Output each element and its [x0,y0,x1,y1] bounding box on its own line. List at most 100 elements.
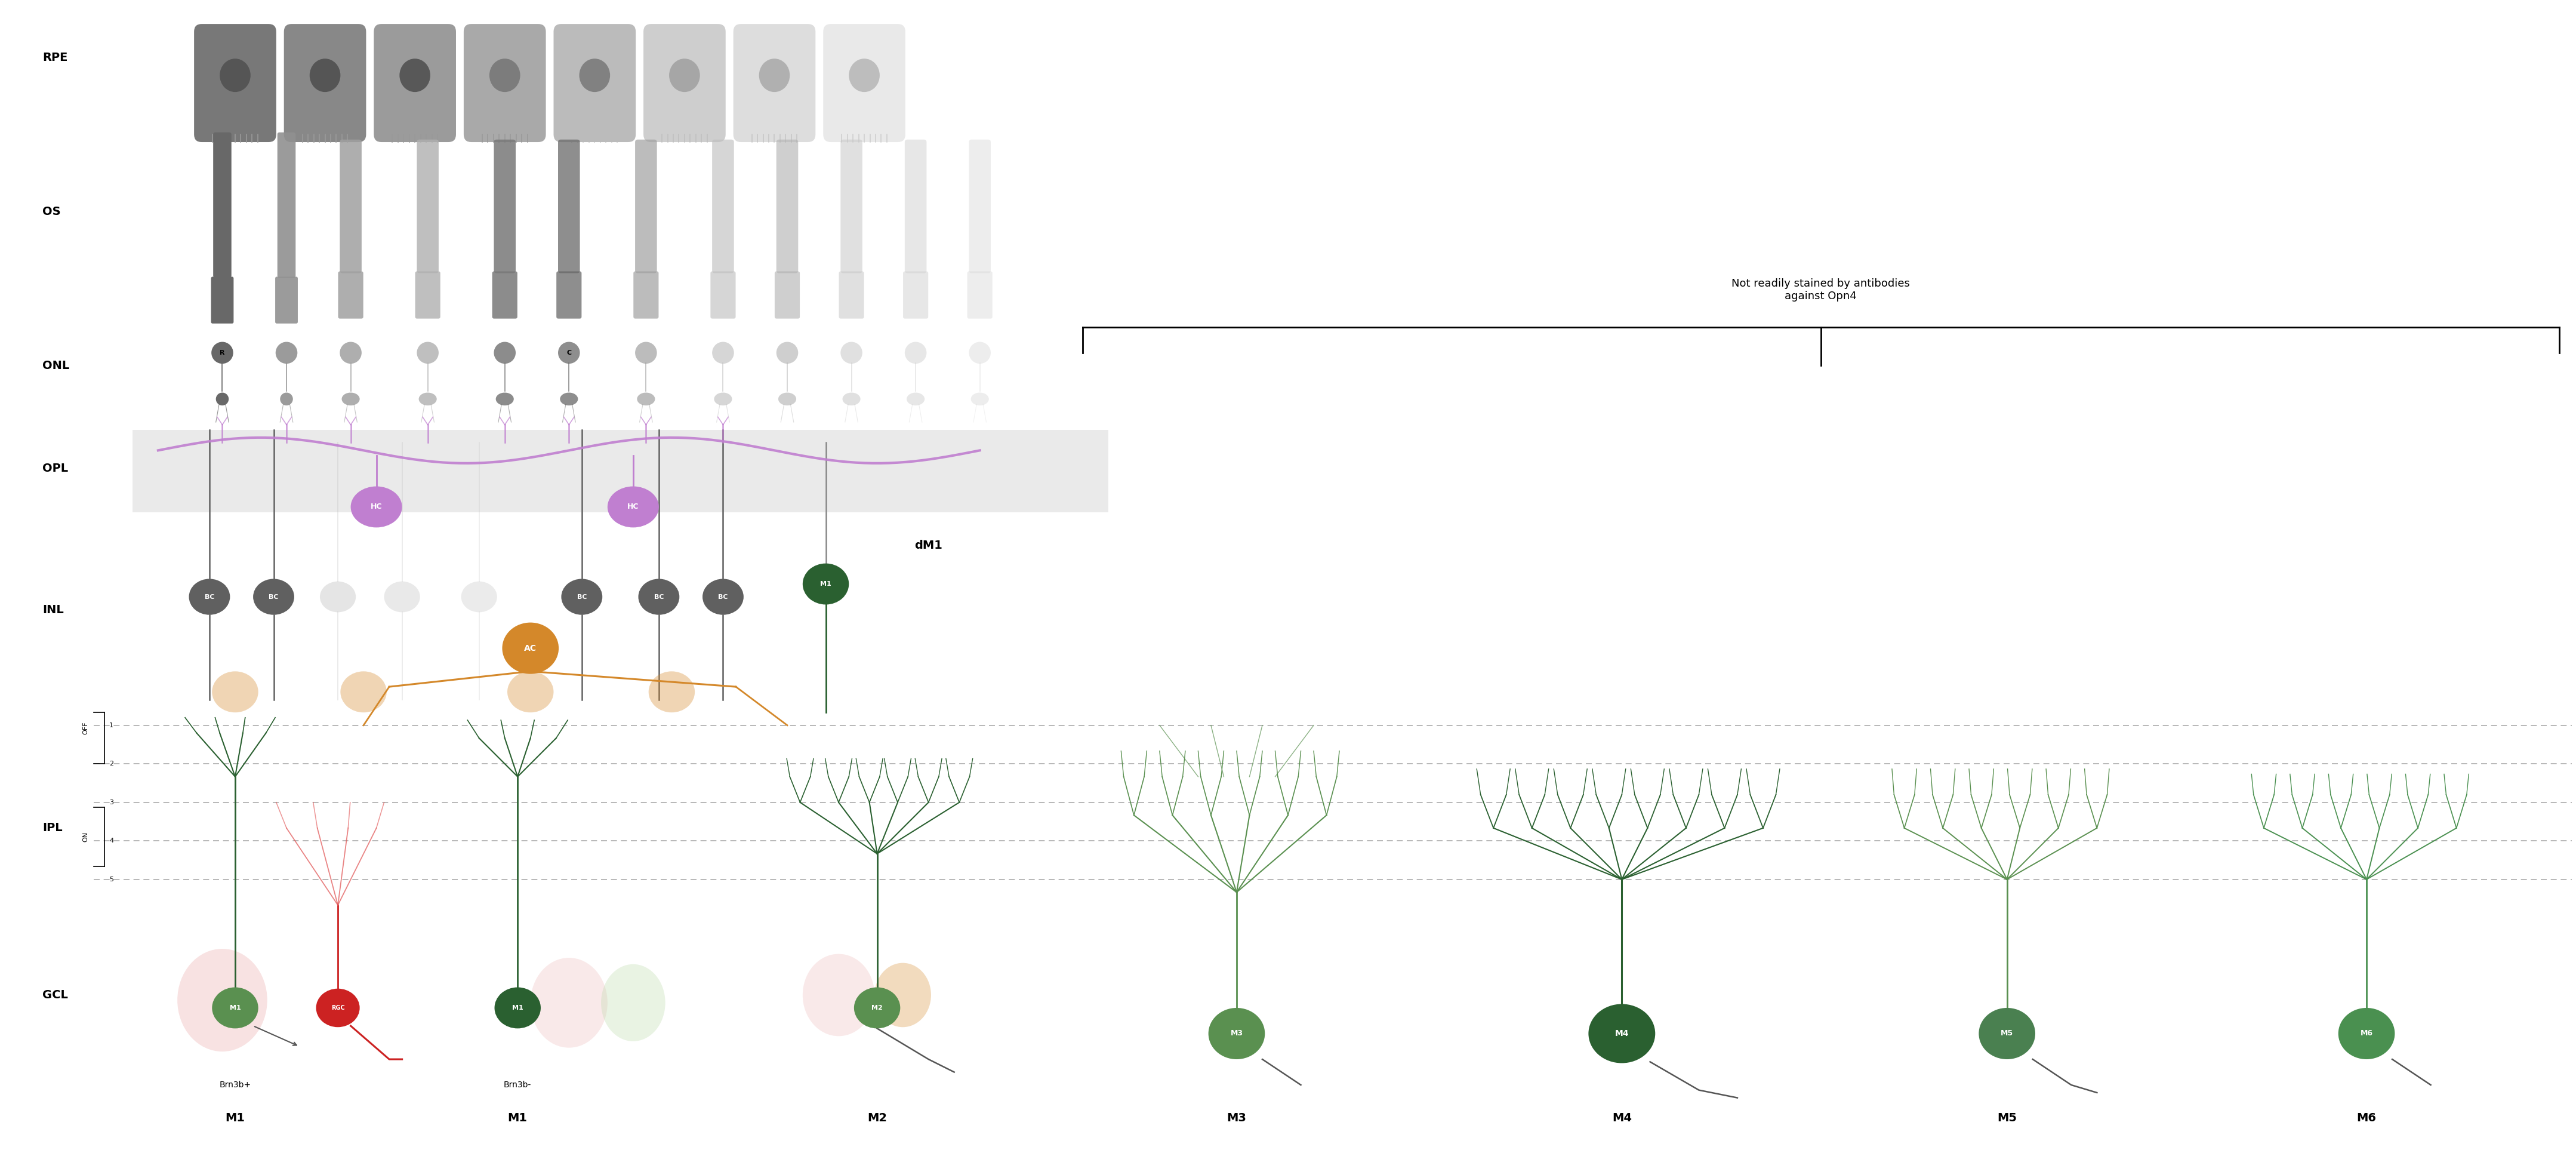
FancyBboxPatch shape [193,24,276,143]
Ellipse shape [850,59,878,92]
Ellipse shape [495,342,515,363]
Text: ONL: ONL [44,360,70,371]
Ellipse shape [971,392,989,406]
FancyBboxPatch shape [775,139,799,274]
FancyBboxPatch shape [559,139,580,274]
Text: M4: M4 [1615,1029,1628,1037]
Text: 3: 3 [108,799,113,805]
Ellipse shape [600,964,665,1041]
FancyBboxPatch shape [711,271,737,319]
Text: 5: 5 [108,876,113,882]
Text: M3: M3 [1226,1113,1247,1124]
Text: M5: M5 [1996,1113,2017,1124]
Bar [131,430,1108,512]
Text: M3: M3 [1231,1029,1242,1037]
Ellipse shape [714,392,732,406]
FancyBboxPatch shape [969,139,992,274]
Text: 4: 4 [108,838,113,844]
Ellipse shape [399,59,430,92]
FancyBboxPatch shape [214,132,232,278]
FancyBboxPatch shape [374,24,456,143]
FancyBboxPatch shape [966,271,992,319]
Text: M5: M5 [2002,1029,2014,1037]
Text: INL: INL [44,604,64,615]
Ellipse shape [1978,1007,2035,1059]
Ellipse shape [778,392,796,406]
Ellipse shape [281,392,294,406]
FancyBboxPatch shape [734,24,817,143]
Ellipse shape [420,392,438,406]
Ellipse shape [340,342,361,363]
Text: OS: OS [44,206,62,217]
Ellipse shape [489,59,520,92]
Text: dM1: dM1 [914,539,943,551]
FancyBboxPatch shape [283,24,366,143]
Ellipse shape [495,988,541,1028]
Ellipse shape [636,342,657,363]
Text: Brn3b+: Brn3b+ [219,1081,250,1089]
Text: M1: M1 [224,1113,245,1124]
Ellipse shape [580,59,611,92]
Ellipse shape [343,392,361,406]
Text: M1: M1 [819,581,832,586]
FancyBboxPatch shape [337,271,363,319]
FancyBboxPatch shape [492,271,518,319]
Text: HC: HC [371,503,381,511]
Text: 2: 2 [108,761,113,767]
Text: M1: M1 [507,1113,528,1124]
Ellipse shape [760,59,791,92]
Text: HC: HC [629,503,639,511]
Ellipse shape [1589,1004,1656,1063]
Ellipse shape [495,392,513,406]
Ellipse shape [670,59,701,92]
Ellipse shape [969,342,992,363]
Ellipse shape [703,578,744,615]
Ellipse shape [461,582,497,612]
Ellipse shape [507,672,554,713]
Text: M6: M6 [2360,1029,2372,1037]
Ellipse shape [211,342,234,363]
Ellipse shape [531,958,608,1048]
Text: AC: AC [523,644,536,652]
Ellipse shape [319,582,355,612]
Text: RGC: RGC [332,1005,345,1011]
Ellipse shape [216,392,229,406]
Ellipse shape [904,342,927,363]
Text: IPL: IPL [44,822,62,834]
Ellipse shape [711,342,734,363]
Text: OFF: OFF [82,721,88,734]
FancyBboxPatch shape [904,271,927,319]
FancyBboxPatch shape [278,132,296,278]
Ellipse shape [219,59,250,92]
Text: BC: BC [204,593,214,600]
FancyBboxPatch shape [211,277,234,323]
Ellipse shape [559,342,580,363]
Ellipse shape [636,392,654,406]
Ellipse shape [276,342,296,363]
FancyBboxPatch shape [464,24,546,143]
FancyBboxPatch shape [904,139,927,274]
FancyBboxPatch shape [775,271,799,319]
FancyBboxPatch shape [636,139,657,274]
Text: BC: BC [654,593,665,600]
FancyBboxPatch shape [644,24,726,143]
Ellipse shape [211,672,258,713]
Text: RPE: RPE [44,52,67,63]
Text: Brn3b-: Brn3b- [505,1081,531,1089]
Ellipse shape [649,672,696,713]
Text: BC: BC [268,593,278,600]
Text: GCL: GCL [44,989,67,1000]
Ellipse shape [559,392,577,406]
Ellipse shape [842,392,860,406]
Ellipse shape [639,578,680,615]
Text: M2: M2 [868,1113,886,1124]
Text: BC: BC [577,593,587,600]
Ellipse shape [188,578,229,615]
Text: C: C [567,350,572,355]
Ellipse shape [804,954,876,1036]
Text: M1: M1 [229,1005,240,1011]
Ellipse shape [252,578,294,615]
FancyBboxPatch shape [554,24,636,143]
FancyBboxPatch shape [340,139,361,274]
FancyBboxPatch shape [840,139,863,274]
